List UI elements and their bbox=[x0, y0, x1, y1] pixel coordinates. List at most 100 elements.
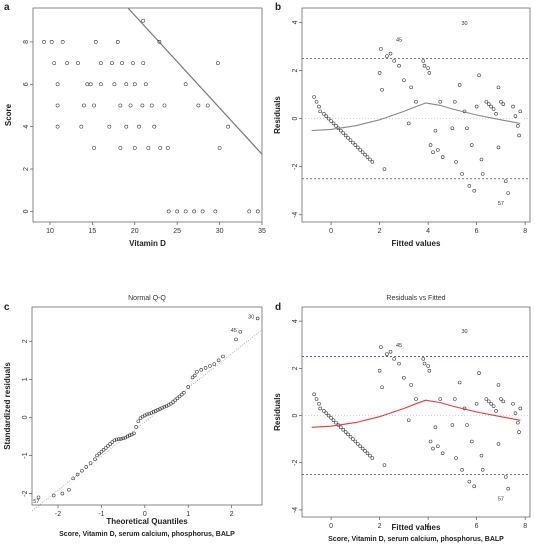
data-point bbox=[179, 392, 184, 397]
y-tick-label: -4 bbox=[292, 507, 299, 513]
data-point bbox=[368, 157, 372, 162]
data-point bbox=[322, 112, 326, 116]
y-tick-label: 8 bbox=[23, 40, 30, 44]
data-point bbox=[95, 453, 99, 458]
data-point bbox=[151, 409, 156, 414]
panel-letter: c bbox=[4, 302, 10, 313]
data-point bbox=[421, 357, 426, 361]
x-tick-label: 6 bbox=[475, 523, 479, 530]
data-point bbox=[192, 209, 197, 214]
data-point bbox=[110, 440, 115, 444]
data-point bbox=[402, 78, 406, 82]
data-point bbox=[65, 61, 69, 65]
data-point bbox=[397, 361, 401, 366]
x-tick-label: 2 bbox=[378, 523, 382, 530]
point-label: 57 bbox=[498, 496, 504, 502]
smoother-curve bbox=[311, 102, 521, 132]
data-point bbox=[377, 71, 382, 75]
point-label: 57 bbox=[498, 201, 504, 207]
data-point bbox=[67, 487, 71, 492]
data-point bbox=[379, 345, 383, 349]
data-point bbox=[108, 442, 112, 446]
data-point bbox=[212, 362, 217, 366]
data-point bbox=[353, 439, 358, 444]
data-point bbox=[79, 124, 84, 129]
data-point bbox=[186, 385, 191, 389]
data-point bbox=[314, 100, 319, 104]
data-point bbox=[356, 442, 360, 446]
data-point bbox=[506, 191, 510, 195]
y-tick-label: 2 bbox=[292, 68, 299, 72]
data-point bbox=[402, 376, 406, 380]
panel-b: b 0 2 4 6 8 -4 -2 0 2 4 Fitted values Residuals 30 45 5… bbox=[273, 2, 531, 248]
data-point bbox=[440, 155, 445, 159]
data-point bbox=[392, 59, 396, 63]
data-point bbox=[318, 406, 322, 411]
data-point bbox=[124, 82, 129, 87]
data-point bbox=[484, 397, 489, 401]
data-point bbox=[140, 103, 145, 108]
point-label: 30 bbox=[461, 21, 467, 27]
data-point bbox=[363, 449, 367, 453]
data-point bbox=[465, 126, 469, 130]
x-tick-label: 1 bbox=[186, 511, 190, 518]
data-point bbox=[326, 116, 331, 121]
data-point bbox=[511, 104, 515, 109]
data-point bbox=[380, 87, 384, 92]
y-axis-label: Residuals bbox=[273, 393, 282, 431]
data-point bbox=[324, 411, 329, 415]
x-tick-label: 20 bbox=[131, 228, 139, 235]
data-point bbox=[196, 103, 201, 108]
data-point bbox=[162, 103, 167, 108]
data-point bbox=[346, 136, 350, 140]
y-tick-label: 0 bbox=[292, 117, 299, 121]
data-point bbox=[503, 475, 508, 479]
data-point bbox=[436, 148, 440, 152]
data-point bbox=[158, 145, 163, 150]
data-point bbox=[516, 420, 520, 425]
data-point bbox=[190, 375, 195, 380]
data-point bbox=[348, 138, 353, 143]
data-point bbox=[453, 100, 457, 104]
data-point bbox=[380, 385, 384, 389]
data-point bbox=[428, 143, 433, 147]
data-point bbox=[360, 446, 365, 451]
data-point bbox=[385, 352, 389, 356]
data-point bbox=[195, 369, 199, 374]
regression-line bbox=[127, 7, 263, 155]
data-point bbox=[489, 401, 493, 406]
data-point bbox=[422, 361, 427, 366]
data-point bbox=[110, 61, 114, 65]
x-tick-label: 2 bbox=[378, 228, 382, 235]
data-point bbox=[438, 397, 443, 401]
data-point bbox=[117, 437, 121, 441]
data-point bbox=[480, 172, 485, 176]
data-point bbox=[99, 449, 104, 454]
x-tick-label: 4 bbox=[426, 523, 430, 530]
data-point bbox=[499, 100, 503, 104]
data-point bbox=[436, 444, 440, 448]
data-point bbox=[431, 446, 435, 451]
data-point bbox=[422, 63, 427, 68]
x-tick-label: 6 bbox=[475, 228, 479, 235]
data-point bbox=[506, 486, 510, 491]
data-point bbox=[339, 128, 343, 133]
data-point bbox=[503, 179, 508, 183]
data-point bbox=[496, 145, 501, 150]
data-point bbox=[465, 423, 469, 427]
data-point bbox=[494, 409, 498, 413]
data-point bbox=[76, 61, 80, 65]
point-label: 45 bbox=[396, 38, 402, 44]
data-point bbox=[331, 121, 336, 126]
data-point bbox=[450, 423, 455, 427]
x-axis-sublabel: Score, Vitamin D, serum calcium, phospho… bbox=[59, 531, 235, 538]
data-point bbox=[132, 82, 137, 87]
data-point bbox=[334, 420, 338, 425]
y-tick-label: 0 bbox=[22, 415, 29, 419]
data-point bbox=[71, 476, 76, 481]
data-point bbox=[97, 451, 102, 456]
data-point bbox=[317, 104, 321, 109]
plot-frame bbox=[301, 306, 531, 518]
data-point bbox=[112, 82, 117, 87]
data-point bbox=[513, 411, 518, 415]
